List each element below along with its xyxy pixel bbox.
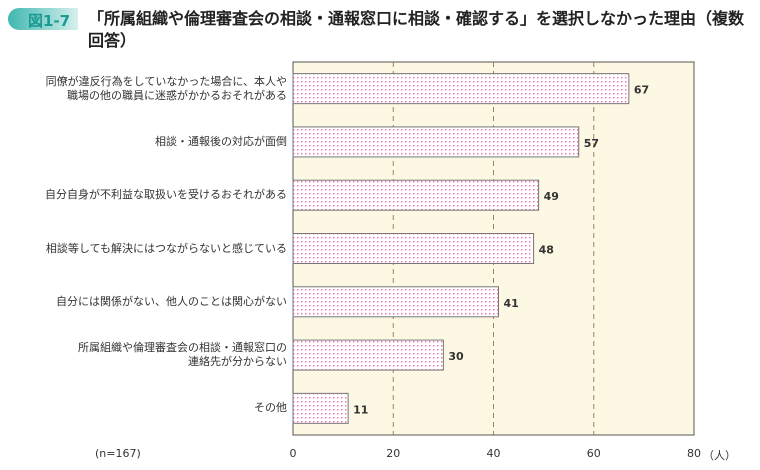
axis-unit: （人） bbox=[703, 449, 736, 462]
data-label: 41 bbox=[504, 297, 519, 310]
data-label: 49 bbox=[544, 190, 559, 203]
category-label: 相談等しても解決にはつながらないと感じている bbox=[45, 241, 287, 255]
chart-title: 「所属組織や倫理審査会の相談・通報窓口に相談・確認する」を選択しなかった理由（複… bbox=[88, 9, 745, 50]
sample-size-note: (n=167) bbox=[95, 447, 141, 460]
data-label: 57 bbox=[584, 137, 599, 150]
x-tick-label: 40 bbox=[486, 447, 501, 460]
category-label: その他 bbox=[254, 401, 287, 415]
bar bbox=[292, 286, 500, 318]
data-label: 11 bbox=[353, 403, 368, 416]
category-label: 所属組織や倫理審査会の相談・通報窓口の 連絡先が分からない bbox=[78, 341, 287, 369]
figure-label: 図1-7 bbox=[28, 12, 71, 30]
data-label: 48 bbox=[539, 244, 554, 257]
data-label: 67 bbox=[634, 84, 649, 97]
category-label: 自分には関係がない、他人のことは関心がない bbox=[56, 294, 287, 308]
bar bbox=[292, 179, 540, 211]
bar bbox=[292, 73, 630, 105]
category-label: 自分自身が不利益な取扱いを受けるおそれがある bbox=[45, 188, 287, 202]
category-label: 相談・通報後の対応が面倒 bbox=[155, 134, 287, 148]
bar bbox=[292, 392, 349, 424]
x-tick-label: 60 bbox=[586, 447, 601, 460]
bar bbox=[292, 233, 535, 264]
category-label: 同僚が違反行為をしていなかった場合に、本人や 職場の他の職員に迷惑がかかるおそれ… bbox=[45, 74, 287, 102]
bar bbox=[292, 339, 444, 371]
x-tick-label: 20 bbox=[386, 447, 401, 460]
figure-badge: 図1-7 bbox=[8, 8, 78, 30]
data-label: 30 bbox=[448, 350, 464, 363]
bar bbox=[292, 126, 580, 158]
x-tick-label: 80 bbox=[687, 447, 701, 460]
x-tick-label: 0 bbox=[289, 447, 297, 460]
